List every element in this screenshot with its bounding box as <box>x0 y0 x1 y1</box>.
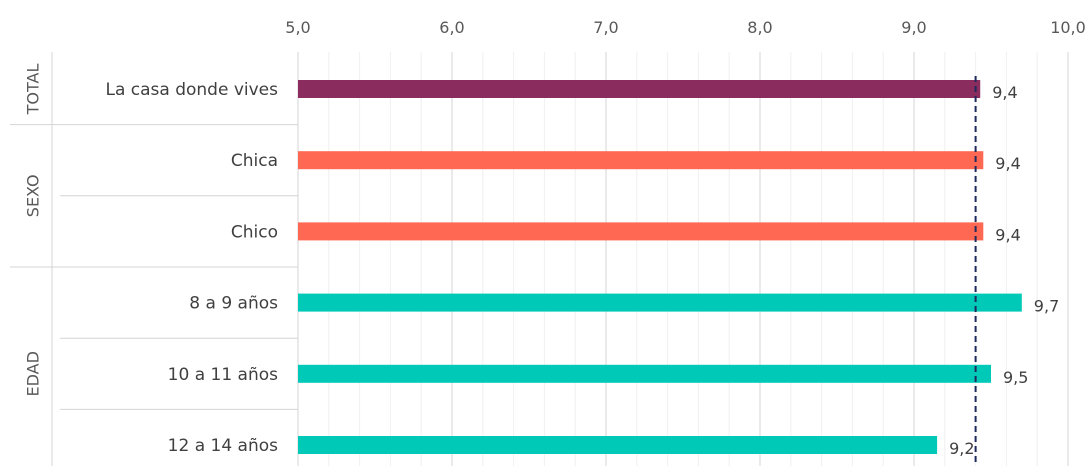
x-tick-label: 7,0 <box>593 18 618 37</box>
bar <box>298 151 984 170</box>
category-label: 10 a 11 años <box>168 365 278 385</box>
category-label: 8 a 9 años <box>189 294 278 314</box>
category-label: Chico <box>231 222 278 242</box>
value-label: 9,7 <box>1034 297 1059 316</box>
bar <box>298 80 981 98</box>
category-labels: La casa donde vives Chica Chico 8 a 9 años 1… <box>105 80 278 456</box>
value-label: 9,4 <box>995 225 1020 244</box>
x-tick-label: 5,0 <box>285 18 310 37</box>
group-labels: TOTAL SEXO EDAD <box>24 64 43 397</box>
value-label: 9,2 <box>949 439 974 458</box>
category-label: Chica <box>231 151 278 171</box>
bar <box>298 222 984 241</box>
bars-layer <box>298 80 1022 454</box>
group-label: TOTAL <box>24 64 43 116</box>
grid-layer <box>10 52 1069 466</box>
value-label: 9,4 <box>992 83 1017 102</box>
x-axis-ticks: 5,0 6,0 7,0 8,0 9,0 10,0 <box>285 18 1086 37</box>
x-tick-label: 9,0 <box>901 18 926 37</box>
x-tick-label: 6,0 <box>439 18 464 37</box>
x-tick-label: 8,0 <box>747 18 772 37</box>
x-tick-label: 10,0 <box>1050 18 1086 37</box>
category-label: 12 a 14 años <box>168 436 278 456</box>
bar <box>298 293 1022 312</box>
group-label: SEXO <box>24 174 43 217</box>
bar <box>298 364 991 383</box>
value-labels: 9,4 9,4 9,4 9,7 9,5 9,2 <box>949 83 1059 458</box>
value-label: 9,4 <box>995 154 1020 173</box>
value-label: 9,5 <box>1003 368 1028 387</box>
category-label: La casa donde vives <box>105 80 278 100</box>
bar <box>298 436 938 454</box>
group-label: EDAD <box>24 351 43 396</box>
